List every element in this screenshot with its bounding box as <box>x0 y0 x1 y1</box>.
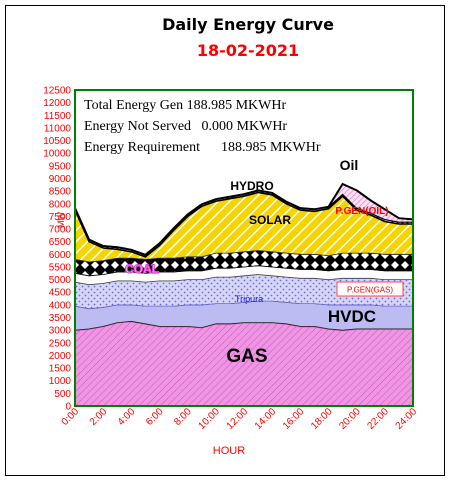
y-tick-label: 7500 <box>49 212 72 223</box>
y-tick-label: 2000 <box>49 351 72 362</box>
y-tick-label: 12000 <box>43 98 71 109</box>
y-tick-label: 0 <box>65 402 71 413</box>
y-tick-label: 1500 <box>49 364 72 375</box>
y-tick-label: 4500 <box>49 288 72 299</box>
y-tick-label: 10500 <box>43 136 71 147</box>
plot-frame <box>74 89 414 407</box>
label-tripura: Tripura <box>235 294 263 304</box>
x-tick-label: 2:00 <box>88 406 110 428</box>
y-tick-label: 5000 <box>49 275 72 286</box>
y-tick-label: 8000 <box>49 199 72 210</box>
y-tick-label: 500 <box>54 389 71 400</box>
y-tick-label: 9500 <box>49 161 72 172</box>
outer-border <box>5 5 445 476</box>
x-tick-label: 24:00 <box>394 406 420 432</box>
pgen-gas-box <box>336 281 404 297</box>
y-tick-label: 7000 <box>49 225 72 236</box>
label-pgen-gas: P.GEN(GAS) <box>336 281 404 297</box>
info-total-energy: Total Energy Gen 188.985 MKWHr <box>84 98 286 113</box>
label-pgen-oil: P.GEN(OIL) <box>335 206 388 217</box>
label-oil: Oil <box>340 157 359 173</box>
x-tick-label: 0:00 <box>60 406 82 428</box>
pgen-gas-text: P.GEN(GAS) <box>347 286 393 295</box>
series-line-total-demand <box>74 182 414 256</box>
y-tick-label: 1000 <box>49 376 72 387</box>
info-energy-requirement: Energy Requirement 188.985 MKWHr <box>84 140 321 155</box>
x-tick-label: 12:00 <box>225 406 251 432</box>
x-tick-label: 20:00 <box>337 406 363 432</box>
label-coal: COAL <box>125 262 159 276</box>
series-layer <box>74 182 414 407</box>
x-tick-labels: 0:00 2:00 4:00 6:00 8:00 10:00 12:00 14:00 16:00… <box>60 406 420 432</box>
y-tick-label: 11500 <box>44 111 72 122</box>
x-tick-label: 22:00 <box>365 406 391 432</box>
y-tick-label: 6500 <box>49 237 72 248</box>
y-tick-label: 12500 <box>43 86 71 97</box>
y-tick-label: 3500 <box>49 313 72 324</box>
x-tick-label: 14:00 <box>253 406 279 432</box>
y-tick-label: 8500 <box>49 187 72 198</box>
y-tick-label: 4000 <box>49 300 72 311</box>
y-tick-label: 6000 <box>49 250 72 261</box>
x-tick-label: 6:00 <box>144 406 166 428</box>
label-gas: GAS <box>226 346 267 367</box>
y-tick-label: 10000 <box>43 149 71 160</box>
y-tick-label: 9000 <box>49 174 72 185</box>
y-tick-label: 5500 <box>49 263 72 274</box>
x-tick-label: 16:00 <box>281 406 307 432</box>
y-tick-label: 11000 <box>44 123 72 134</box>
x-tick-label: 18:00 <box>309 406 335 432</box>
y-tick-label: 3000 <box>49 326 72 337</box>
x-tick-label: 4:00 <box>116 406 138 428</box>
y-axis-title: MW <box>56 212 66 228</box>
chart-subtitle: 18-02-2021 <box>197 41 299 60</box>
chart-title: Daily Energy Curve <box>162 15 334 34</box>
label-hvdc: HVDC <box>328 307 376 326</box>
label-solar: SOLAR <box>249 213 291 227</box>
label-hydro: HYDRO <box>230 179 273 193</box>
x-axis-title: HOUR <box>213 445 245 457</box>
info-energy-not-served: Energy Not Served 0.000 MKWHr <box>84 119 287 134</box>
y-tick-label: 2500 <box>49 338 72 349</box>
x-tick-label: 8:00 <box>172 406 194 428</box>
x-tick-label: 10:00 <box>196 406 222 432</box>
